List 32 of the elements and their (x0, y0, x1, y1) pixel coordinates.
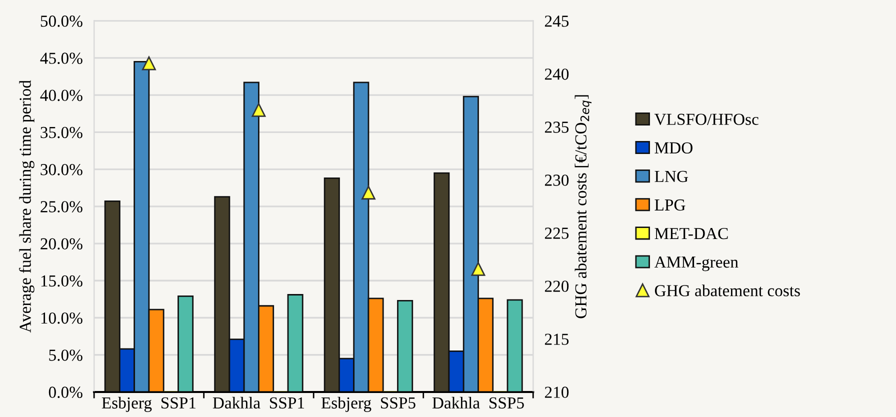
x-tick-label: Dakhla SSP1 (212, 396, 304, 409)
x-tick-label: Dakhla SSP5 (432, 396, 524, 409)
y-tick-label: 30.0% (40, 164, 82, 176)
y-tick-label: 20.0% (40, 238, 82, 250)
y-tick-label: 5.0% (49, 350, 82, 361)
legend-label: MET-DAC (654, 228, 728, 240)
y-tick-label: 35.0% (40, 126, 82, 138)
y-tick-label: 50.0% (40, 16, 82, 27)
y2-tick-label: 240 (544, 68, 569, 80)
legend-label: AMM-green (654, 256, 738, 272)
y2-tick-label: 220 (544, 280, 569, 292)
y2-tick-label: 230 (544, 174, 569, 186)
legend-label: MDO (654, 142, 692, 154)
legend-label: LNG (654, 170, 688, 182)
y-tick-label: 0.0% (48, 386, 82, 398)
y-axis-title: Average fuel share during time period (19, 80, 34, 333)
x-tick-label: Esbjerg SSP5 (321, 396, 416, 412)
y2-tick-label: 235 (544, 122, 569, 133)
y2-tick-label: 210 (544, 386, 569, 398)
y2-axis-title: GHG abatement costs [€/tCO$_{2eq}$] (574, 95, 592, 318)
y2-tick-label: 225 (544, 228, 569, 239)
y-tick-label: 10.0% (41, 312, 82, 324)
y2-tick-label: 215 (544, 334, 569, 345)
legend-label: LPG (654, 199, 686, 211)
x-tick-label: Esbjerg SSP1 (102, 396, 196, 412)
legend-label: GHG abatement costs (654, 284, 800, 296)
y-tick-label: 25.0% (40, 201, 82, 212)
y-tick-label: 15.0% (41, 275, 82, 287)
y-tick-label: 45.0% (40, 52, 82, 64)
y2-tick-label: 245 (544, 16, 569, 27)
legend-label: VLSFO/HFOsc (654, 114, 758, 126)
y-tick-label: 40.0% (40, 90, 82, 102)
